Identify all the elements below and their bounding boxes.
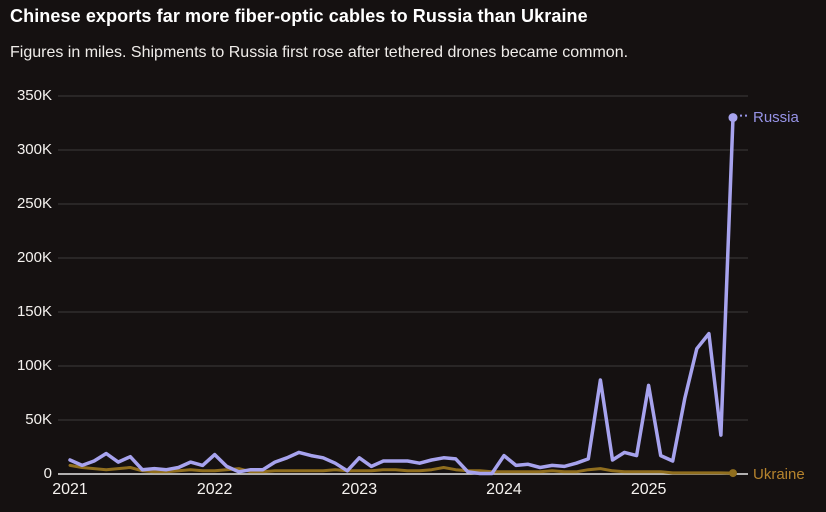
russia-end-dot [728,113,738,123]
ukraine-line [68,463,735,475]
russia-line [68,115,735,476]
ukraine-series-label: Ukraine [753,466,805,484]
chart-subtitle: Figures in miles. Shipments to Russia fi… [10,44,629,61]
russia-series-label: Russia [753,108,799,126]
chart-title: Chinese exports far more fiber-optic cab… [10,6,588,26]
ukraine-end-dot [729,469,737,478]
gridlines [58,95,748,475]
